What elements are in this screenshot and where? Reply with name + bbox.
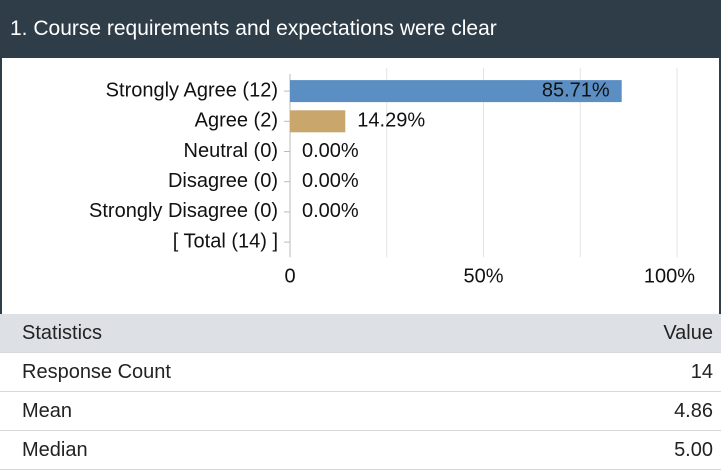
table-cell: 5.00 <box>498 430 721 470</box>
y-tick-label: [ Total (14) ] <box>173 230 278 252</box>
table-row: Mean 4.86 <box>0 391 721 431</box>
table-row: Response Count 14 <box>0 352 721 392</box>
value-label: 14.29% <box>357 110 425 132</box>
value-label: 0.00% <box>302 170 359 192</box>
bar <box>290 80 622 103</box>
y-tick-label: Strongly Agree (12) <box>106 79 278 101</box>
statistics-table: Statistics Value Response Count 14 Mean 4.86 M… <box>0 314 721 470</box>
y-tick-label: Strongly Disagree (0) <box>89 200 278 222</box>
table-cell: Statistics <box>0 314 499 353</box>
value-label: 0.00% <box>302 140 359 162</box>
value-label: 85.71% <box>542 79 610 101</box>
y-tick-label: Neutral (0) <box>184 140 278 162</box>
x-tick-label: 100% <box>644 265 695 287</box>
value-label: 0.00% <box>302 200 359 222</box>
y-tick-label: Agree (2) <box>195 110 278 132</box>
chart: 0 50% 100% Strongly Agree (12) 85.71% Agree (… <box>0 58 721 314</box>
x-tick-label: 50% <box>463 265 503 287</box>
table-cell: Mean <box>0 391 499 431</box>
table-cell: 14 <box>498 352 721 392</box>
bar <box>290 110 346 133</box>
table-row: Statistics Value <box>0 314 721 353</box>
y-tick-label: Disagree (0) <box>168 170 278 192</box>
table-cell: Value <box>498 314 721 353</box>
table-row: Median 5.00 <box>0 430 721 470</box>
table-cell: Response Count <box>0 352 499 392</box>
question-title: 1. Course requirements and expectations … <box>0 0 721 58</box>
table-cell: 4.86 <box>498 391 721 431</box>
table-cell: Median <box>0 430 499 470</box>
x-tick-label: 0 <box>284 265 295 287</box>
